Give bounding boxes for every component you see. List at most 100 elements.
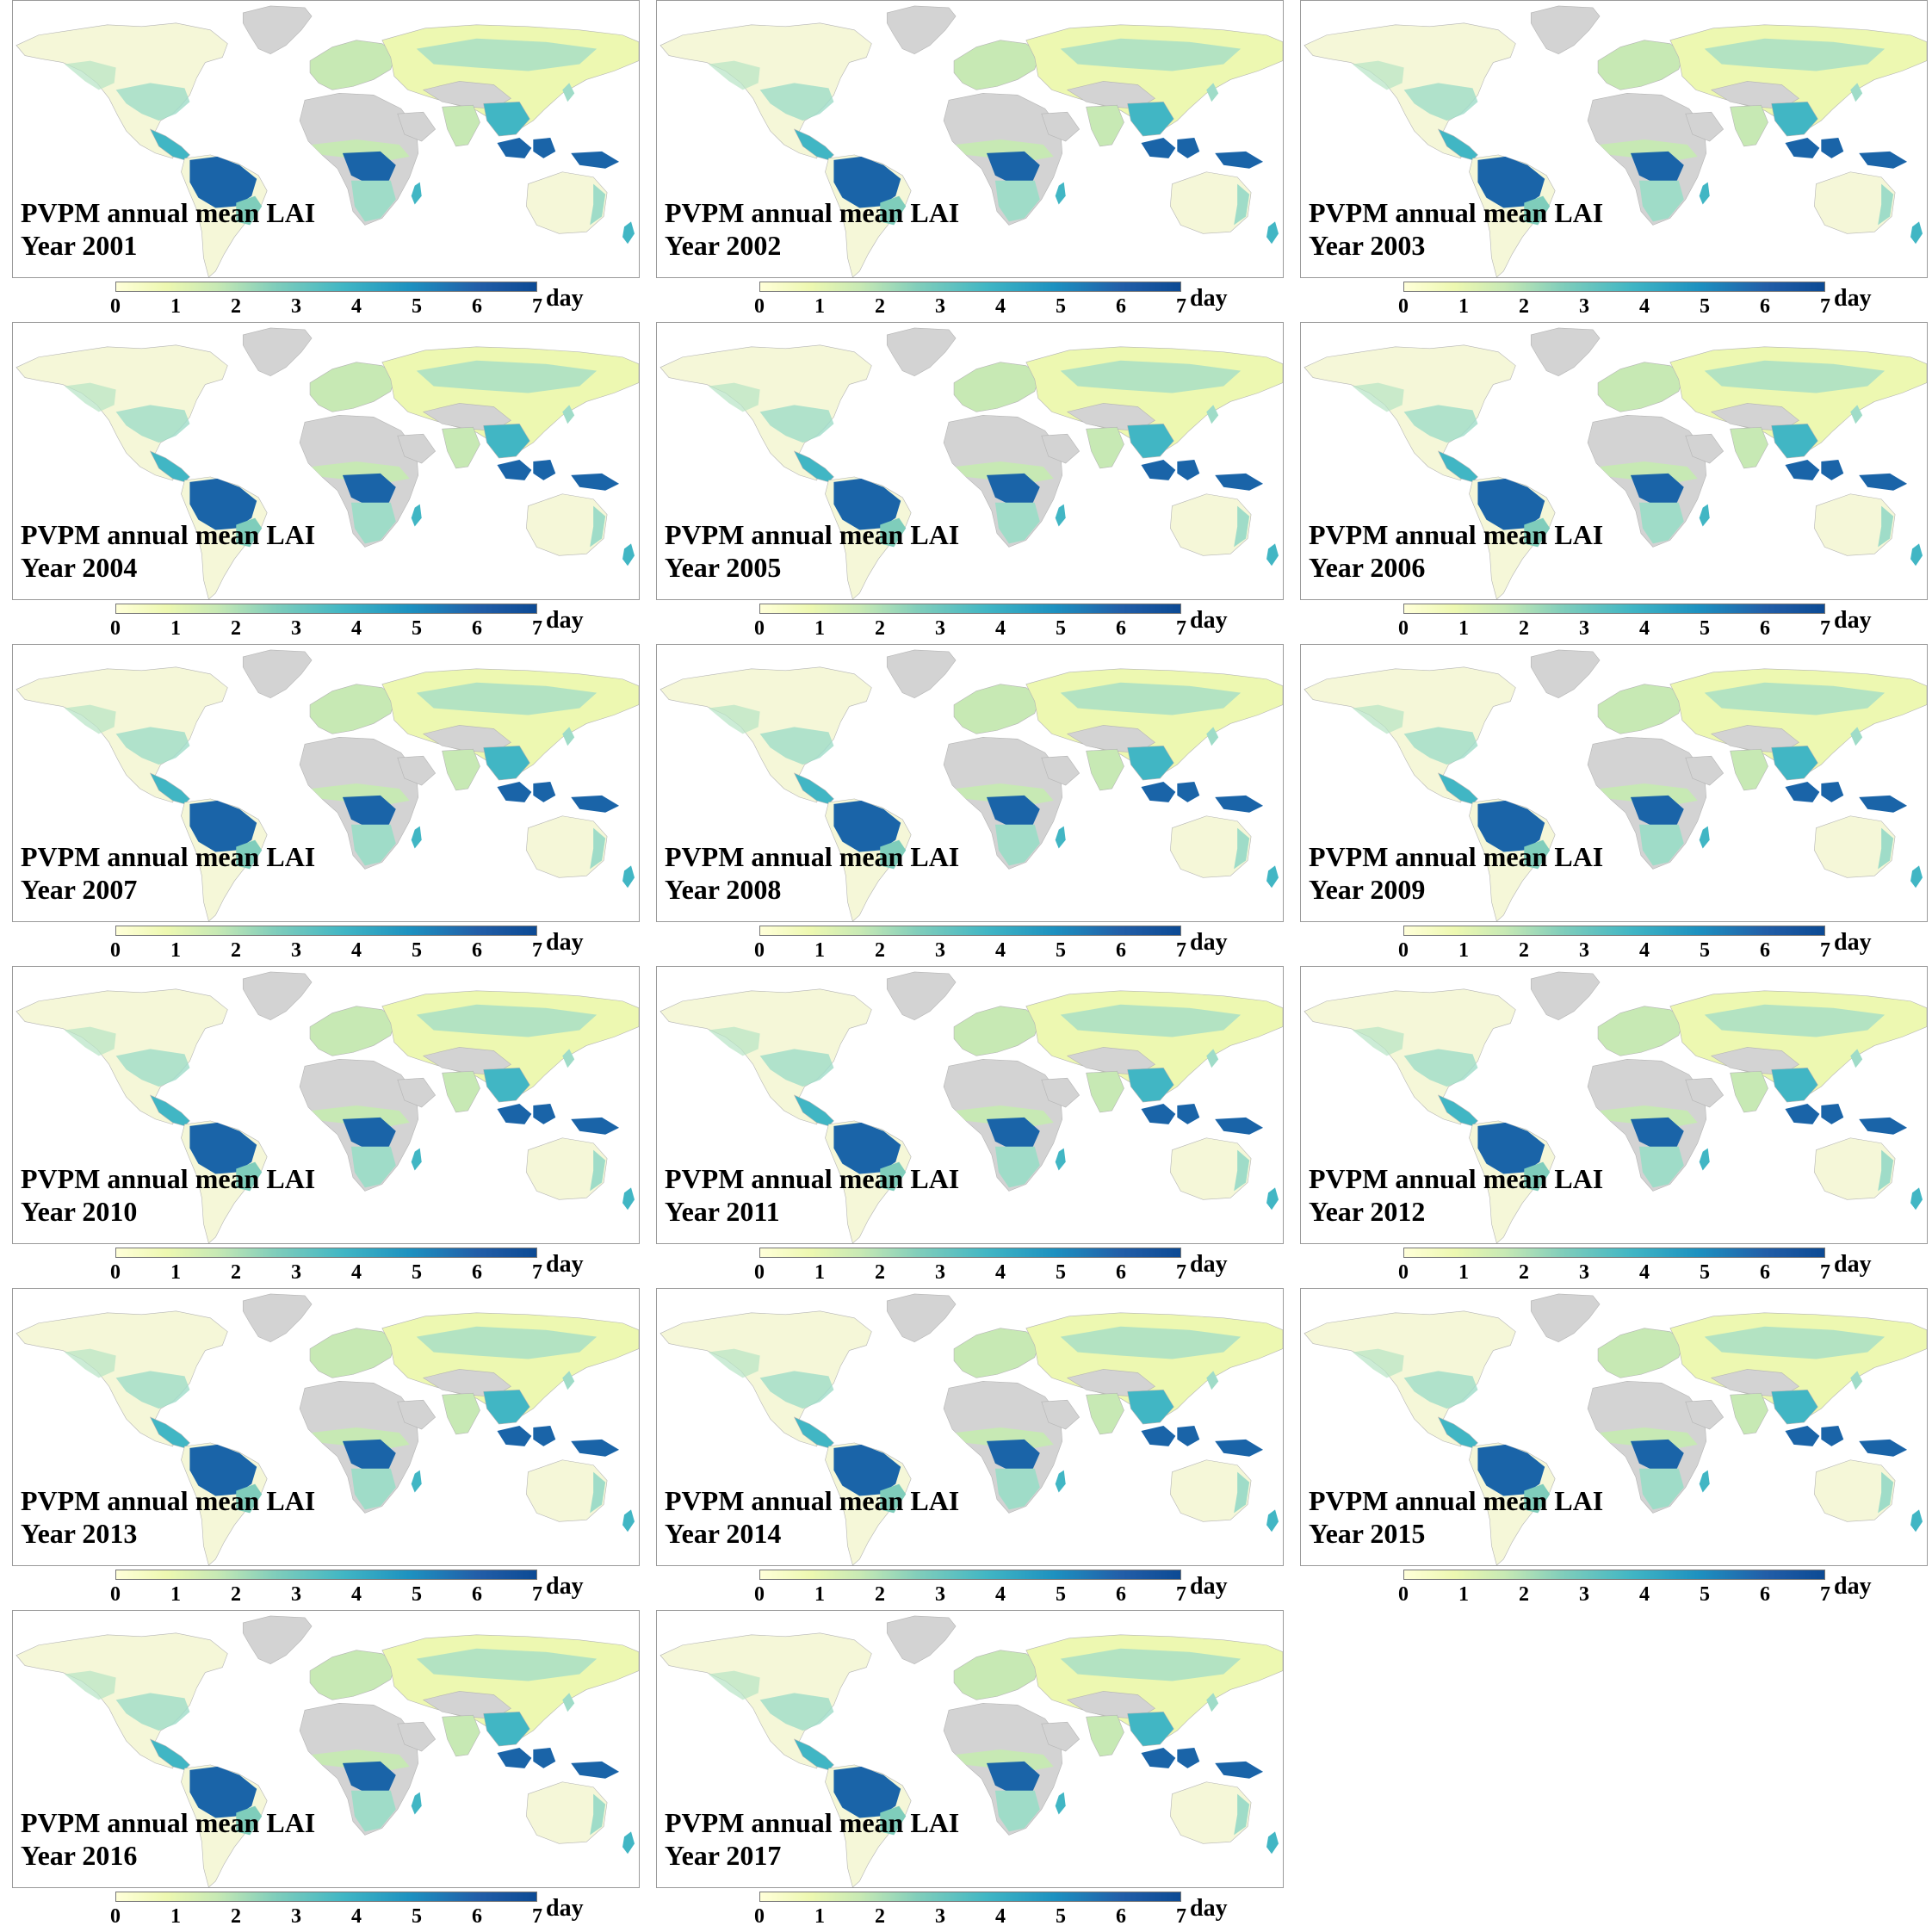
map-title-year: Year 2001: [21, 230, 138, 261]
new-zealand-shape: [622, 1187, 635, 1211]
southern-africa-shape: [350, 502, 396, 544]
amazon-shape: [833, 478, 901, 530]
japan-shape: [562, 727, 575, 746]
colorbar-tick-label: 4: [1639, 617, 1650, 640]
borneo-shape: [1177, 460, 1200, 480]
colorbar-tick-label: 5: [1700, 1261, 1710, 1284]
japan-shape: [1850, 1049, 1863, 1068]
europe-shape: [1597, 1006, 1685, 1056]
map-frame: [1300, 1288, 1928, 1566]
siberia-forest-shape: [416, 1326, 598, 1359]
map-title: PVPM annual mean LAI Year 2006: [1309, 518, 1603, 584]
colorbar-tick-label: 5: [1700, 1583, 1710, 1606]
southeast-asia-shape: [483, 101, 530, 137]
colorbar-tick-label: 7: [1820, 617, 1830, 640]
colorbar-tick-label: 7: [1176, 939, 1186, 962]
australia-shape: [1814, 171, 1896, 234]
india-shape: [442, 748, 480, 791]
colorbar-tick-label: 0: [110, 1261, 121, 1284]
congo-basin-shape: [342, 1761, 396, 1794]
siberia-forest-shape: [1060, 1004, 1242, 1037]
new-guinea-shape: [1859, 795, 1908, 813]
north-america-forest-shape: [115, 1693, 190, 1731]
southeast-asia-shape: [1127, 1389, 1174, 1425]
world-map: [1303, 5, 1927, 277]
australia-shape: [526, 1459, 608, 1522]
south-america-east-shape: [880, 1483, 907, 1514]
sahel-shape: [956, 461, 1054, 482]
australia-shape: [526, 1137, 608, 1200]
australia-east-coast-shape: [1234, 505, 1250, 548]
colorbar-tick-label: 4: [1639, 295, 1650, 318]
colorbar: [115, 1248, 537, 1258]
colorbar-tick-label: 2: [1519, 1261, 1529, 1284]
australia-shape: [1814, 493, 1896, 556]
colorbar-tick-label: 5: [412, 295, 422, 318]
colorbar-tick-label: 4: [995, 1261, 1006, 1284]
central-america-shape: [1437, 772, 1478, 805]
world-map: [1303, 327, 1927, 599]
amazon-shape: [189, 1444, 257, 1496]
indonesia-shape: [1785, 1426, 1820, 1446]
colorbar-tick-label: 6: [1760, 1261, 1770, 1284]
colorbar-unit: day: [1834, 1573, 1872, 1600]
central-america-shape: [149, 450, 190, 483]
map-title-product: PVPM annual mean LAI: [21, 1485, 316, 1516]
colorbar-tick-label: 6: [1116, 1583, 1126, 1606]
colorbar-unit: day: [1834, 607, 1872, 634]
north-america-northwest-shape: [1352, 704, 1404, 734]
sahel-shape: [956, 1749, 1054, 1770]
colorbar-tick-label: 7: [1820, 1583, 1830, 1606]
map-title-year: Year 2011: [665, 1196, 780, 1227]
sahel-shape: [312, 1105, 410, 1126]
australia-shape: [1170, 815, 1252, 878]
map-title-product: PVPM annual mean LAI: [1309, 1485, 1604, 1516]
greenland-shape: [242, 649, 313, 698]
australia-east-coast-shape: [590, 1793, 606, 1836]
colorbar-tick-label: 2: [875, 1583, 885, 1606]
colorbar-unit: day: [546, 285, 584, 312]
map-title-product: PVPM annual mean LAI: [21, 841, 316, 872]
colorbar-tick-label: 7: [532, 617, 542, 640]
colorbar-tick-label: 7: [532, 1261, 542, 1284]
map-title-year: Year 2004: [21, 552, 138, 583]
australia-east-coast-shape: [1878, 827, 1894, 870]
south-america-east-shape: [880, 195, 907, 226]
amazon-shape: [833, 800, 901, 852]
map-title-product: PVPM annual mean LAI: [21, 1163, 316, 1194]
colorbar-tick-label: 2: [1519, 295, 1529, 318]
map-frame: [12, 1288, 640, 1566]
colorbar-tick-label: 2: [875, 617, 885, 640]
world-map: [15, 1615, 639, 1887]
amazon-shape: [833, 1122, 901, 1174]
colorbar-unit: day: [1190, 1573, 1228, 1600]
southeast-asia-shape: [1127, 1067, 1174, 1103]
colorbar-tick-label: 6: [472, 1583, 482, 1606]
map-title: PVPM annual mean LAI Year 2008: [665, 840, 959, 906]
india-shape: [1730, 104, 1768, 147]
map-title-year: Year 2012: [1309, 1196, 1426, 1227]
india-shape: [442, 1392, 480, 1435]
japan-shape: [1206, 83, 1219, 102]
map-title-product: PVPM annual mean LAI: [1309, 519, 1604, 550]
north-america-forest-shape: [115, 405, 190, 443]
colorbar-tick-label: 6: [1116, 939, 1126, 962]
congo-basin-shape: [1630, 1117, 1684, 1150]
colorbar-unit: day: [1190, 929, 1228, 956]
australia-east-coast-shape: [590, 1471, 606, 1514]
central-america-shape: [793, 1094, 834, 1127]
map-title: PVPM annual mean LAI Year 2017: [665, 1806, 959, 1872]
japan-shape: [562, 405, 575, 424]
greenland-shape: [1530, 971, 1601, 1020]
sahel-shape: [956, 783, 1054, 804]
siberia-forest-shape: [1704, 360, 1886, 393]
colorbar-tick-label: 5: [412, 1261, 422, 1284]
greenland-shape: [1530, 5, 1601, 54]
southern-africa-shape: [994, 180, 1040, 222]
indonesia-shape: [1141, 460, 1176, 480]
japan-shape: [1850, 83, 1863, 102]
sahel-shape: [1600, 461, 1698, 482]
southeast-asia-shape: [1127, 101, 1174, 137]
